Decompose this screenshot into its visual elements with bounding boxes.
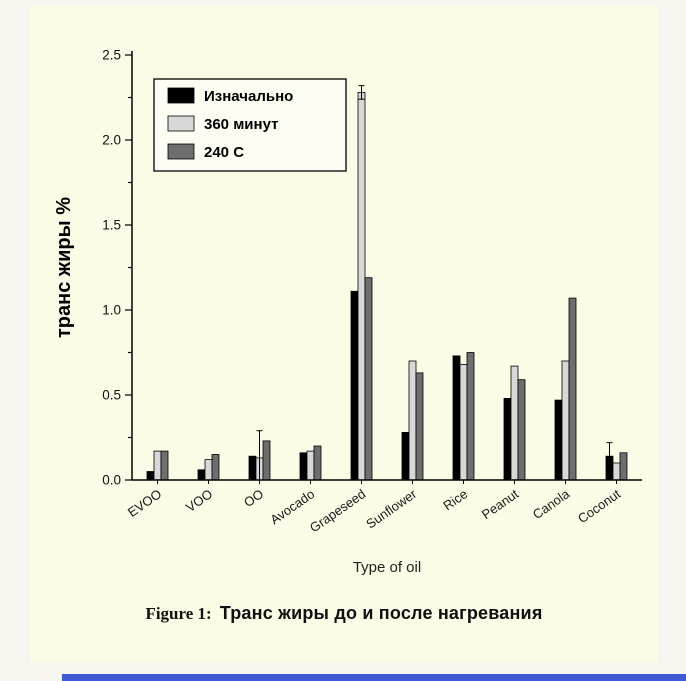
- chart-wrap: 0.0 0.5 1.0 1.5 2.0 2.5 EVOO VOO OO Avocado Grapes…: [44, 17, 656, 600]
- bar: [415, 372, 424, 481]
- y-tick-label: 0.0: [102, 473, 121, 488]
- x-tick-label: Peanut: [479, 486, 522, 522]
- bar: [204, 459, 213, 481]
- figure-caption: Figure 1: Транс жиры до и после нагревани…: [30, 603, 658, 624]
- bar: [619, 452, 628, 481]
- bar: [146, 471, 155, 481]
- bar: [510, 365, 519, 481]
- y-tick-label: 1.0: [102, 303, 121, 318]
- bar: [364, 277, 373, 481]
- legend: Изначально 360 минут 240 C: [153, 78, 347, 172]
- x-tick-label: VOO: [183, 486, 215, 515]
- bar: [554, 399, 563, 481]
- bar: [197, 469, 206, 481]
- bar: [313, 445, 322, 481]
- legend-swatch: [167, 143, 195, 160]
- bar: [160, 450, 169, 481]
- y-tick-label: 2.0: [102, 133, 121, 148]
- legend-swatch: [167, 87, 195, 104]
- bar: [211, 454, 220, 481]
- bar: [503, 397, 512, 481]
- y-tick-label: 0.5: [102, 388, 121, 403]
- legend-label: 240 C: [204, 144, 244, 161]
- bar: [401, 431, 410, 481]
- bar: [153, 450, 162, 481]
- bar: [459, 363, 468, 481]
- figure-label: Figure 1:: [145, 604, 212, 623]
- x-tick-label: EVOO: [125, 486, 164, 520]
- bar: [262, 440, 271, 481]
- bar: [408, 360, 417, 481]
- x-tick-label: OO: [241, 486, 266, 510]
- legend-label: Изначально: [204, 88, 293, 105]
- x-tick-label: Coconut: [575, 486, 624, 526]
- bar: [466, 352, 475, 481]
- x-tick-label: Rice: [440, 486, 470, 513]
- bar: [299, 452, 308, 481]
- bar: [306, 450, 315, 481]
- bar: [350, 290, 359, 481]
- bar: [517, 379, 526, 481]
- figure-title: Транс жиры до и после нагревания: [219, 603, 543, 623]
- y-tick-label: 2.5: [102, 48, 121, 63]
- x-tick-label: Canola: [530, 486, 573, 522]
- bottom-accent-bar: [62, 674, 686, 681]
- bar: [452, 355, 461, 481]
- legend-swatch: [167, 115, 195, 132]
- bar: [357, 92, 366, 481]
- y-tick-label: 1.5: [102, 218, 121, 233]
- y-axis-title: транс жиры %: [53, 197, 75, 338]
- x-axis-title: Type of oil: [353, 559, 421, 576]
- x-tick-label: Grapeseed: [307, 486, 368, 535]
- bar: [568, 297, 577, 481]
- figure-card: 0.0 0.5 1.0 1.5 2.0 2.5 EVOO VOO OO Avocado Grapes…: [30, 5, 658, 663]
- x-tick-label: Sunflower: [363, 486, 420, 532]
- bar: [561, 360, 570, 481]
- bar: [248, 455, 257, 481]
- legend-label: 360 минут: [204, 116, 278, 133]
- bar: [612, 462, 621, 481]
